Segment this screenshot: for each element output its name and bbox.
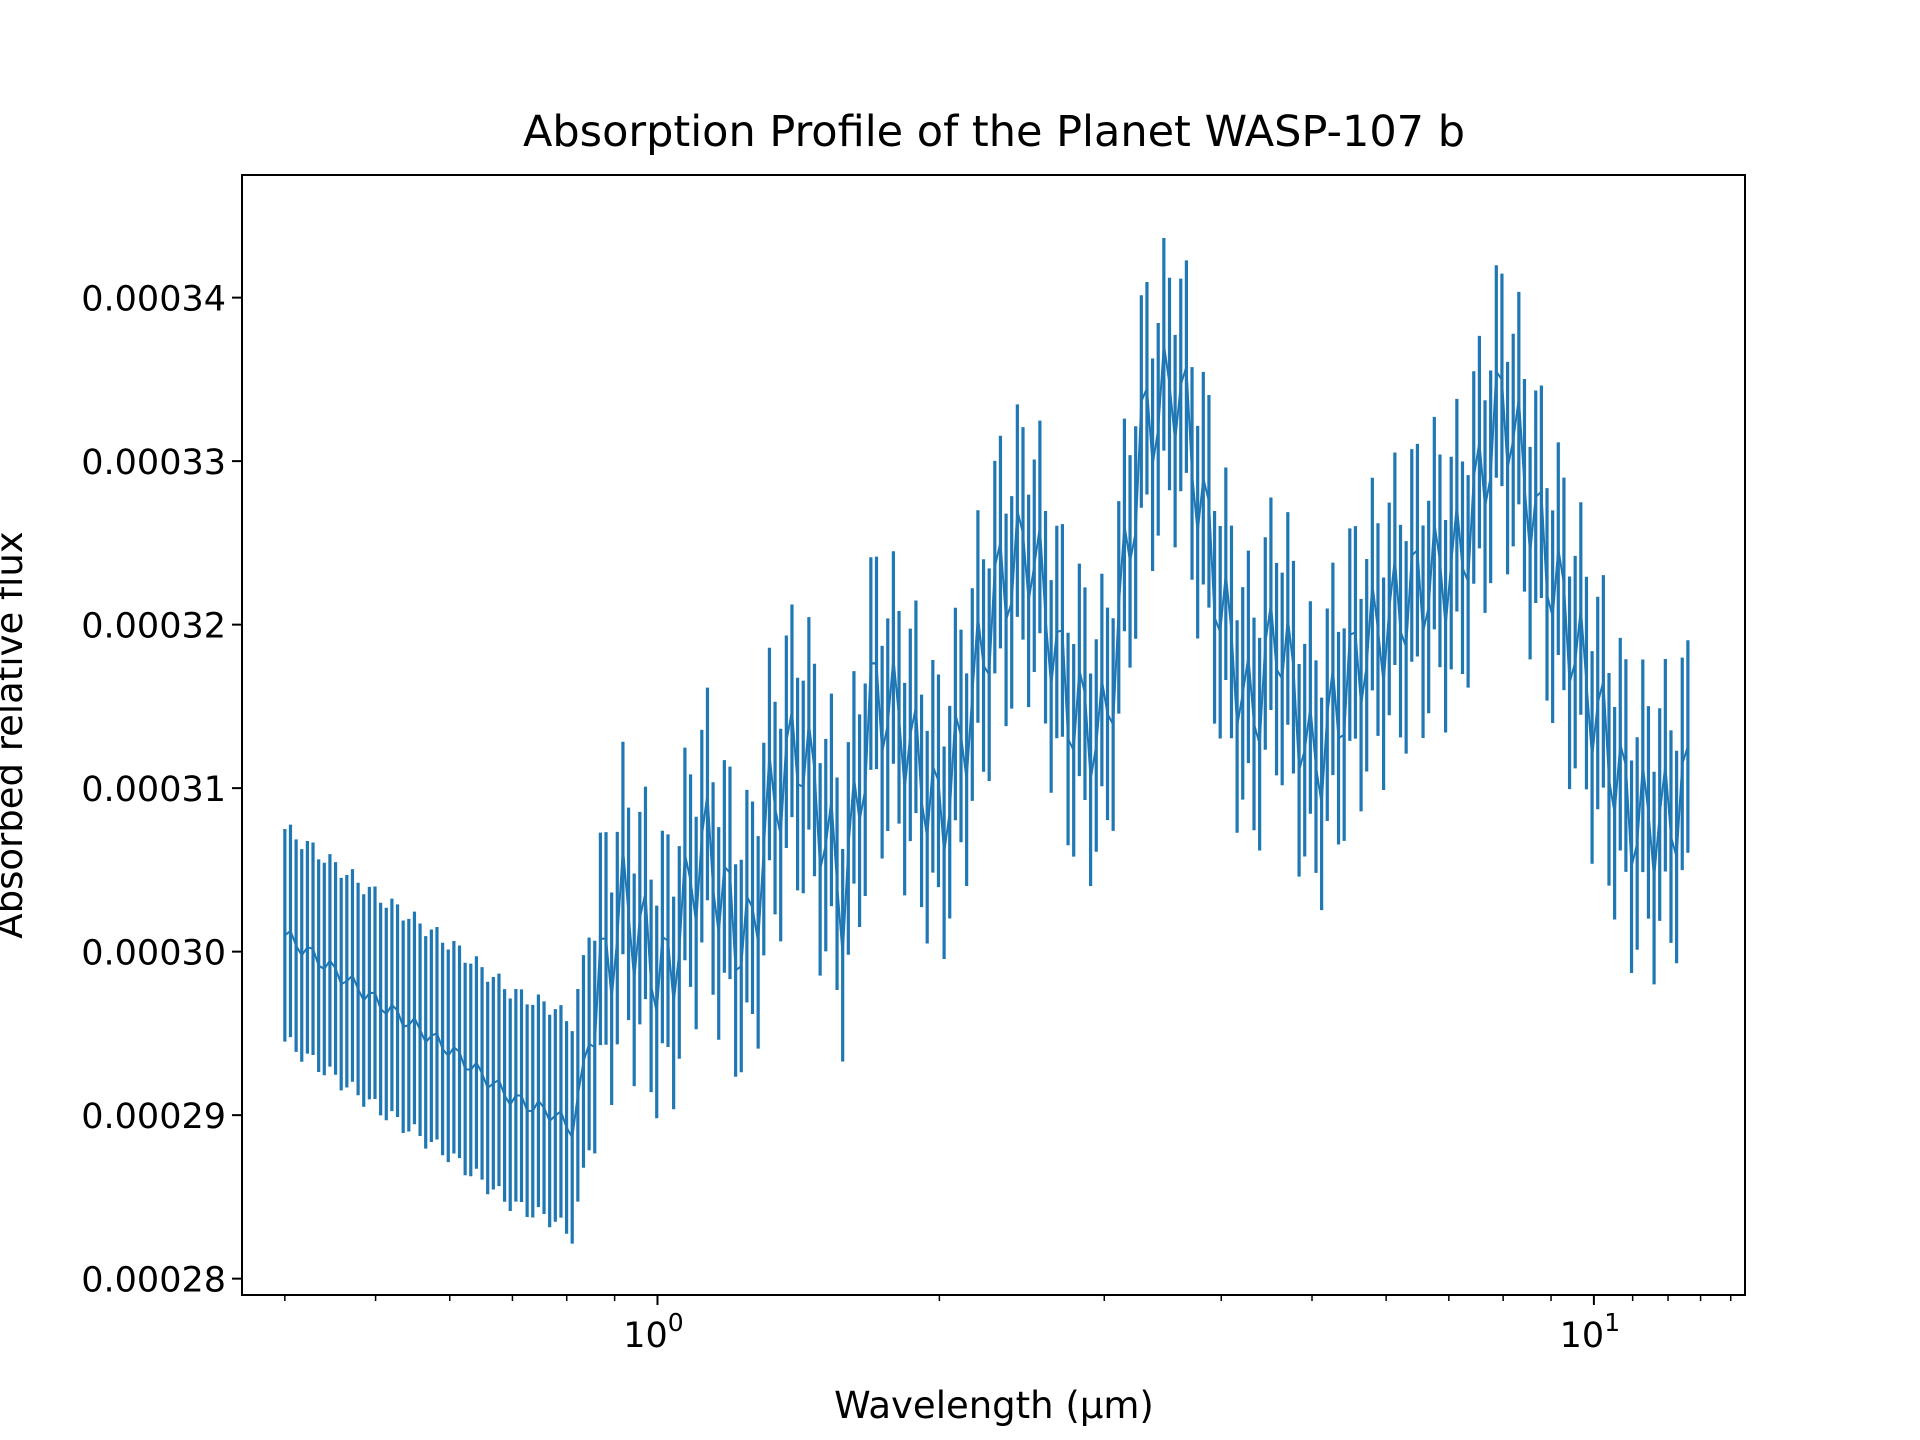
x-axis-label: Wavelength (μm) (834, 1384, 1154, 1427)
y-axis-ticks: 0.00028 0.00029 0.00030 0.00031 0.00032 0.000… (81, 280, 242, 1301)
data-layer (283, 238, 1690, 1244)
x-tick-base: 10 (623, 1316, 668, 1356)
x-tick-label: 101 (1560, 1308, 1620, 1356)
series-line (284, 344, 1689, 1141)
y-tick-label: 0.00033 (81, 443, 226, 483)
y-axis-label: Absorbed relative flux (0, 531, 31, 938)
x-axis-ticks: 100 101 (284, 1295, 1732, 1356)
chart-title: Absorption Profile of the Planet WASP-10… (523, 107, 1465, 157)
y-tick-label: 0.00032 (81, 607, 226, 647)
x-tick-base: 10 (1560, 1316, 1605, 1356)
y-tick-label: 0.00034 (81, 280, 226, 320)
x-tick-label: 100 (623, 1308, 683, 1356)
y-tick-label: 0.00030 (81, 934, 226, 974)
x-tick-exponent: 0 (668, 1308, 684, 1337)
x-tick-exponent: 1 (1604, 1308, 1620, 1337)
y-tick-label: 0.00028 (81, 1261, 226, 1301)
y-tick-label: 0.00029 (81, 1097, 226, 1137)
plot-frame (241, 174, 1746, 1296)
y-tick-label: 0.00031 (81, 770, 226, 810)
